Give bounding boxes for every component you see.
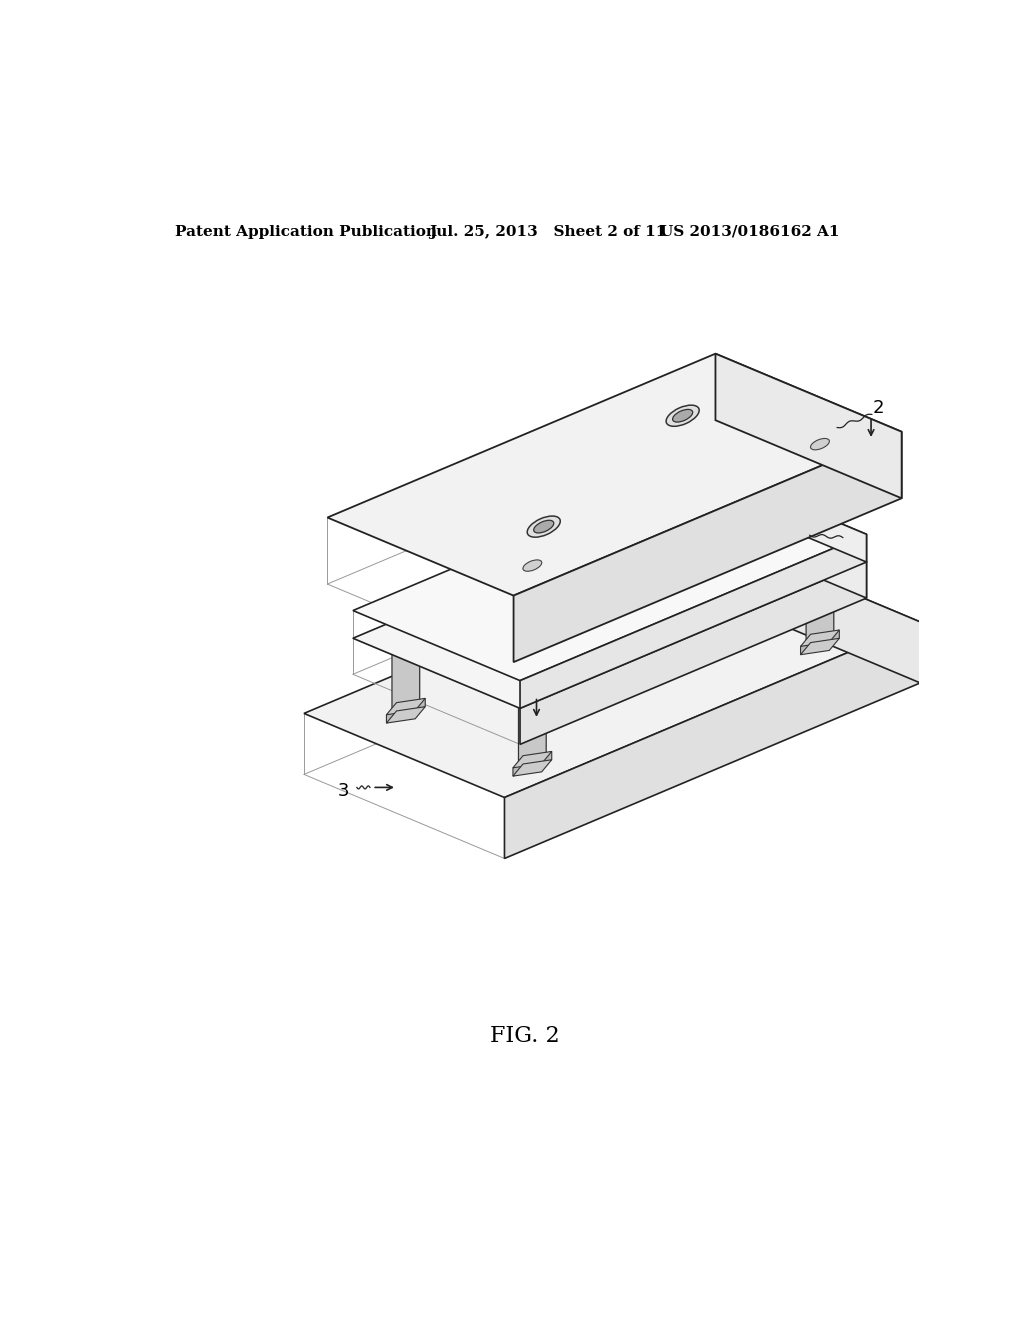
Polygon shape [801,630,840,655]
Polygon shape [514,432,902,663]
Polygon shape [806,536,834,644]
Text: FIG. 2: FIG. 2 [490,1026,559,1047]
Ellipse shape [523,560,542,572]
Ellipse shape [811,438,829,450]
Text: Patent Application Publication: Patent Application Publication [175,224,437,239]
Polygon shape [518,657,546,668]
Ellipse shape [534,520,554,533]
Polygon shape [720,537,921,682]
Polygon shape [565,618,588,627]
Polygon shape [518,657,546,766]
Polygon shape [806,632,834,644]
Polygon shape [328,354,902,595]
Polygon shape [513,751,552,776]
Text: US 2013/0186162 A1: US 2013/0186162 A1 [660,224,840,239]
Polygon shape [505,622,921,858]
Polygon shape [513,760,552,776]
Polygon shape [801,630,840,647]
Text: Jul. 25, 2013   Sheet 2 of 11: Jul. 25, 2013 Sheet 2 of 11 [429,224,667,239]
Ellipse shape [666,405,699,426]
Polygon shape [716,354,902,498]
Polygon shape [680,482,708,494]
Polygon shape [711,557,733,566]
Polygon shape [304,537,921,797]
Polygon shape [680,482,708,591]
Polygon shape [711,525,733,536]
Polygon shape [386,698,425,723]
Text: 2: 2 [873,399,885,417]
Polygon shape [520,535,866,709]
Ellipse shape [527,516,560,537]
Polygon shape [392,701,420,713]
Polygon shape [699,492,866,598]
Polygon shape [392,603,420,713]
Polygon shape [513,751,552,768]
Polygon shape [680,579,708,591]
Polygon shape [674,585,713,602]
Text: 3: 3 [338,783,349,800]
Polygon shape [353,465,866,681]
Polygon shape [565,587,588,627]
Polygon shape [386,706,425,723]
Polygon shape [392,603,420,615]
Polygon shape [711,525,733,566]
Ellipse shape [673,409,692,422]
Polygon shape [674,577,713,602]
Polygon shape [699,465,866,562]
Polygon shape [353,492,866,709]
Polygon shape [565,587,588,597]
Polygon shape [518,754,546,766]
Polygon shape [386,698,425,714]
Polygon shape [801,639,840,655]
Text: 1: 1 [844,528,855,546]
Polygon shape [520,562,866,744]
Polygon shape [806,536,834,546]
Polygon shape [674,577,713,593]
